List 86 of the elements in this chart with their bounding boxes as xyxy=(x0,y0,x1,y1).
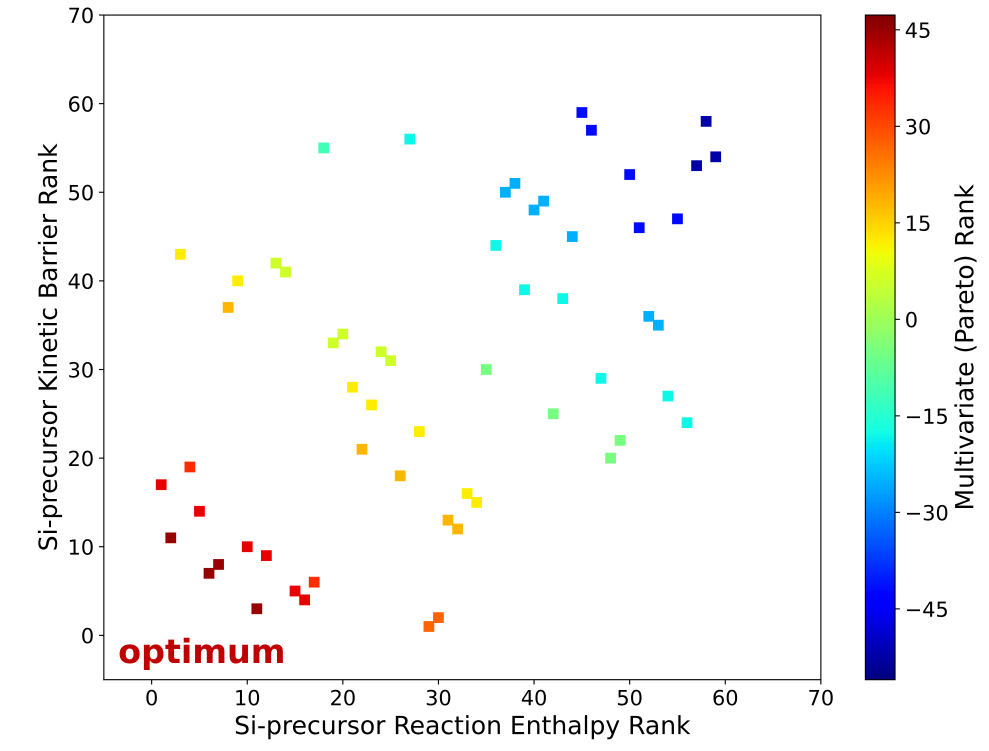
y-tick-label: 10 xyxy=(70,539,93,555)
y-axis-title: Si-precursor Kinetic Barrier Rank xyxy=(38,144,62,550)
point xyxy=(557,293,568,304)
point xyxy=(596,372,606,384)
color-bar-label: −30 xyxy=(906,504,948,521)
point xyxy=(510,178,520,189)
point xyxy=(194,506,205,517)
x-tick-label: 0 xyxy=(146,690,157,706)
point xyxy=(710,151,722,162)
point xyxy=(605,452,616,464)
color-bar-label: 45 xyxy=(906,22,930,38)
color-bar-label: 15 xyxy=(907,216,930,232)
y-tick-label: 70 xyxy=(69,7,93,24)
point xyxy=(251,603,262,614)
point xyxy=(299,594,310,606)
point xyxy=(586,124,597,136)
point xyxy=(652,320,664,331)
color-bar-label: −45 xyxy=(906,602,947,618)
point xyxy=(165,532,176,544)
point xyxy=(174,248,186,260)
point xyxy=(222,302,234,313)
point xyxy=(643,310,654,322)
point xyxy=(184,462,196,472)
point xyxy=(691,160,702,172)
y-tick-label: 50 xyxy=(69,184,93,200)
point xyxy=(471,497,482,508)
point xyxy=(308,576,320,588)
point xyxy=(548,408,559,420)
point xyxy=(347,382,358,393)
point xyxy=(519,284,530,296)
x-tick-label: 40 xyxy=(522,690,546,706)
color-bar-title: Multivariate (Pareto) Rank xyxy=(954,184,977,508)
point xyxy=(366,400,377,410)
x-tick-label: 30 xyxy=(426,690,450,706)
x-tick-label: 10 xyxy=(236,690,260,706)
point xyxy=(290,586,300,596)
x-tick-label: 70 xyxy=(809,690,833,706)
point xyxy=(270,258,282,269)
point xyxy=(490,240,502,251)
point xyxy=(328,338,339,348)
x-tick-label: 60 xyxy=(713,690,738,706)
x-axis-title: Si-precursor Reaction Enthalpy Rank xyxy=(236,715,690,740)
color-bar-label: 0 xyxy=(906,312,917,328)
point xyxy=(452,524,463,534)
point xyxy=(700,116,712,127)
color-bar-label: −15 xyxy=(906,408,947,424)
y-tick-label: 30 xyxy=(69,362,93,378)
point xyxy=(672,213,683,224)
point xyxy=(394,470,406,482)
point xyxy=(404,134,416,144)
point xyxy=(260,550,272,561)
point xyxy=(318,142,330,154)
color-bar-label: 30 xyxy=(906,118,930,135)
point xyxy=(566,231,578,242)
point xyxy=(213,559,224,570)
point xyxy=(528,204,540,216)
point xyxy=(576,107,588,118)
point xyxy=(442,514,454,526)
point xyxy=(500,186,511,198)
point xyxy=(614,435,626,446)
y-tick-label: 40 xyxy=(68,273,93,290)
point xyxy=(376,346,386,358)
point xyxy=(682,417,692,428)
annotation: optimum xyxy=(120,638,283,670)
point xyxy=(414,426,425,437)
point xyxy=(624,169,636,180)
point xyxy=(280,266,291,278)
point xyxy=(662,390,674,402)
point xyxy=(433,612,444,623)
x-tick-label: 50 xyxy=(618,690,642,706)
point xyxy=(337,328,348,340)
point xyxy=(242,541,253,552)
point xyxy=(634,222,645,234)
point xyxy=(385,355,396,366)
y-tick-label: 20 xyxy=(69,450,93,466)
y-tick-label: 60 xyxy=(69,96,93,112)
point xyxy=(538,196,549,206)
point xyxy=(204,568,214,579)
point xyxy=(462,488,473,499)
point xyxy=(232,275,244,286)
point xyxy=(480,364,492,375)
y-tick-label: 0 xyxy=(82,628,93,644)
point xyxy=(424,621,434,632)
x-tick-label: 20 xyxy=(331,690,355,706)
point xyxy=(156,479,167,490)
point xyxy=(356,444,368,455)
